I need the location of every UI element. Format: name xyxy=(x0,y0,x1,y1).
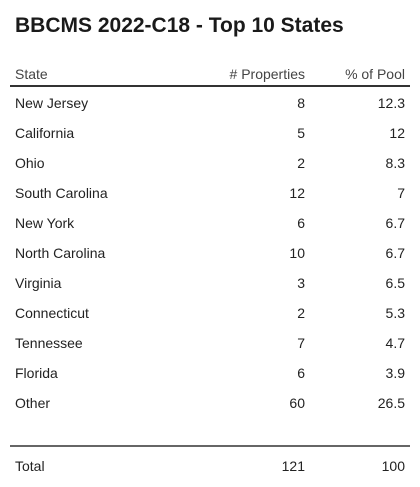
row-pool: 7 xyxy=(397,185,405,201)
row-state: California xyxy=(15,125,75,141)
total-properties: 121 xyxy=(281,458,305,474)
row-properties: 2 xyxy=(297,305,305,321)
row-pool: 4.7 xyxy=(385,335,405,351)
header-pool: % of Pool xyxy=(345,66,405,82)
table-row: South Carolina 12 7 xyxy=(10,177,410,207)
page-title: BBCMS 2022-C18 - Top 10 States xyxy=(15,14,344,37)
row-properties: 6 xyxy=(297,215,305,231)
table-row: North Carolina 10 6.7 xyxy=(10,237,410,267)
total-label: Total xyxy=(15,458,45,474)
total-pool: 100 xyxy=(381,458,405,474)
table-row: Virginia 3 6.5 xyxy=(10,267,410,297)
row-properties: 12 xyxy=(289,185,305,201)
row-state: Florida xyxy=(15,365,58,381)
table-row: Connecticut 2 5.3 xyxy=(10,297,410,327)
row-pool: 8.3 xyxy=(385,155,405,171)
table-row: Ohio 2 8.3 xyxy=(10,147,410,177)
table-row: Tennessee 7 4.7 xyxy=(10,327,410,357)
table-row: Other 60 26.5 xyxy=(10,387,410,417)
table-row: California 5 12 xyxy=(10,117,410,147)
row-properties: 6 xyxy=(297,365,305,381)
row-properties: 3 xyxy=(297,275,305,291)
row-pool: 26.5 xyxy=(377,395,405,411)
row-properties: 8 xyxy=(297,95,305,111)
table-row: New Jersey 8 12.3 xyxy=(10,87,410,117)
table-row: New York 6 6.7 xyxy=(10,207,410,237)
states-table: State # Properties % of Pool New Jersey 8… xyxy=(10,60,410,417)
total-divider xyxy=(10,445,410,447)
row-state: North Carolina xyxy=(15,245,106,261)
row-pool: 6.7 xyxy=(385,215,405,231)
row-state: Virginia xyxy=(15,275,62,291)
row-pool: 6.5 xyxy=(385,275,405,291)
row-state: New York xyxy=(15,215,75,231)
row-state: Tennessee xyxy=(15,335,83,351)
row-pool: 3.9 xyxy=(385,365,405,381)
table-body: New Jersey 8 12.3 California 5 12 Ohio 2 8.3 Sout… xyxy=(10,87,410,417)
row-properties: 7 xyxy=(297,335,305,351)
row-properties: 5 xyxy=(297,125,305,141)
row-state: Ohio xyxy=(15,155,45,171)
row-state: South Carolina xyxy=(15,185,108,201)
row-state: New Jersey xyxy=(15,95,89,111)
total-row: Total 121 100 xyxy=(10,450,410,480)
row-pool: 12.3 xyxy=(377,95,405,111)
row-properties: 2 xyxy=(297,155,305,171)
table-header: State # Properties % of Pool xyxy=(10,60,410,87)
header-properties: # Properties xyxy=(229,66,305,82)
header-state: State xyxy=(15,66,48,82)
row-pool: 6.7 xyxy=(385,245,405,261)
table-row: Florida 6 3.9 xyxy=(10,357,410,387)
row-properties: 60 xyxy=(289,395,305,411)
row-pool: 5.3 xyxy=(385,305,405,321)
row-state: Other xyxy=(15,395,51,411)
row-state: Connecticut xyxy=(15,305,89,321)
row-pool: 12 xyxy=(389,125,405,141)
row-properties: 10 xyxy=(289,245,305,261)
